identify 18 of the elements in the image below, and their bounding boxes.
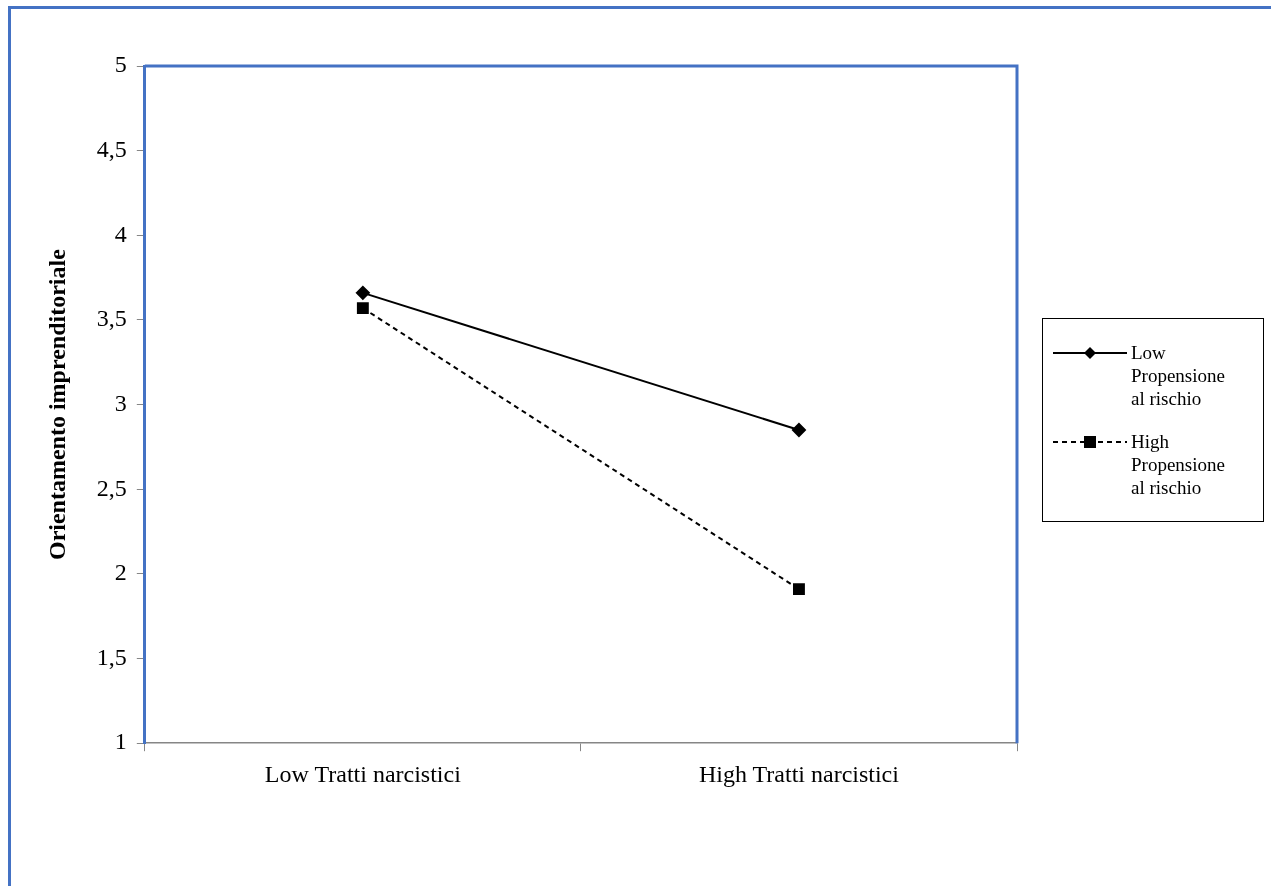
point (356, 302, 369, 315)
point (791, 423, 806, 437)
y-tick-label: 1,5 (96, 643, 127, 670)
x-tick-label: High Tratti narcistici (698, 760, 900, 787)
legend-label: Low Propensione al rischio (1131, 341, 1226, 410)
y-tick-label: 3 (114, 389, 127, 416)
y-tick-label: 3,5 (96, 305, 127, 332)
y-tick-label: 4 (114, 220, 127, 247)
legend-label: High Propensione al rischio (1131, 430, 1226, 499)
y-tick-label: 4,5 (96, 135, 127, 162)
y-tick-label: 2 (114, 559, 127, 586)
y-axis-title: Orientamento imprenditoriale (43, 248, 70, 561)
x-tick-label: Low Tratti narcistici (264, 760, 462, 787)
point (355, 285, 370, 300)
point (793, 583, 805, 596)
y-tick-label: 2,5 (96, 474, 127, 501)
y-tick-label: 1 (114, 728, 127, 755)
y-tick-label: 5 (114, 51, 127, 78)
